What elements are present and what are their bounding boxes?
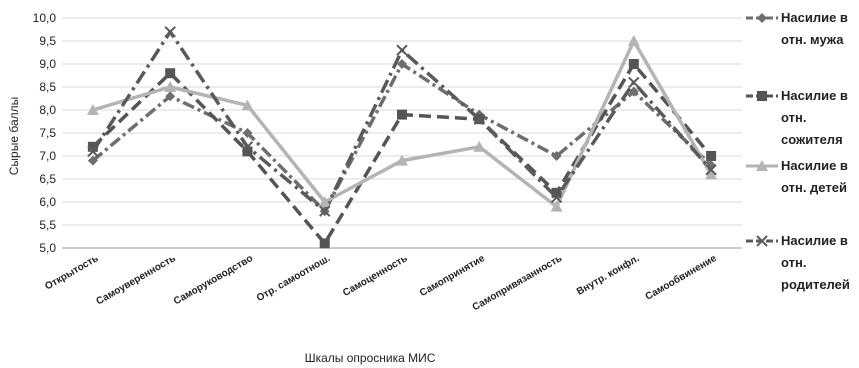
data-point	[550, 200, 563, 212]
data-point	[241, 141, 254, 153]
data-point	[396, 44, 408, 56]
y-tick-label: 7,5	[39, 126, 56, 140]
legend-swatch-marker	[757, 91, 767, 101]
x-tick-label: Отр. самоотнош.	[255, 253, 333, 304]
data-point	[86, 104, 99, 115]
series-line-1	[91, 62, 713, 213]
x-tick-label: Внутр. конфл.	[575, 252, 642, 298]
data-point	[473, 113, 485, 125]
x-tick-label: Саморуководство	[172, 253, 255, 307]
legend-label: Насилие в	[781, 233, 848, 248]
x-tick-label: Самообвинение	[643, 252, 719, 303]
x-tick-label: Самопринятие	[418, 253, 487, 299]
x-tick-label: Самоуверенность	[95, 253, 178, 307]
legend-label: сожителя	[781, 132, 843, 147]
data-point	[627, 35, 640, 46]
y-tick-label: 9,5	[39, 34, 56, 48]
legend-item: Насилие в отн. родителей	[746, 233, 850, 292]
data-point	[242, 128, 253, 138]
data-point	[397, 59, 407, 69]
legend-item: Насилие в отн. детей	[746, 158, 848, 195]
data-point	[550, 191, 563, 204]
y-axis-ticks: 5,0 5,5 6,0 6,5 7,0 7,5 8,0 8,5 9,0 9,5 10,0	[33, 11, 57, 255]
data-point	[242, 146, 253, 157]
data-point	[241, 99, 254, 111]
data-point	[706, 151, 717, 161]
x-axis-ticks: ОткрытостьСамоуверенностьСаморуководство…	[43, 252, 719, 313]
data-point	[87, 155, 98, 166]
legend-label: Насилие в	[781, 10, 848, 25]
data-point	[396, 154, 408, 166]
y-axis-label: Сырые баллы	[7, 97, 21, 176]
x-tick-label: Самоценность	[341, 253, 409, 299]
data-point	[319, 205, 331, 217]
legend-swatch-marker	[757, 13, 767, 23]
series-markers	[86, 26, 718, 249]
x-axis-label: Шкалы опросника МИС	[305, 351, 436, 365]
data-point	[705, 164, 717, 176]
legend-label: отн.	[781, 255, 806, 270]
y-tick-label: 5,5	[39, 218, 56, 232]
data-point	[319, 238, 330, 249]
data-point	[628, 86, 639, 97]
legend-item: Насилие в отн. мужа	[746, 10, 848, 47]
y-tick-label: 8,0	[39, 103, 56, 117]
y-tick-label: 5,0	[39, 241, 56, 255]
data-point	[165, 91, 176, 102]
legend-item: Насилие в отн. сожителя	[746, 88, 848, 147]
data-point	[87, 141, 98, 152]
legend-label: Насилие в	[781, 88, 848, 103]
data-point	[551, 151, 562, 161]
legend-swatch-marker	[756, 160, 768, 171]
data-point	[397, 109, 407, 120]
y-tick-label: 7,0	[39, 149, 56, 163]
legend-label: Насилие в	[781, 158, 848, 173]
y-tick-label: 10,0	[33, 11, 57, 25]
data-point	[628, 59, 639, 69]
data-point	[165, 68, 176, 79]
data-point	[318, 196, 331, 207]
data-point	[473, 140, 486, 152]
y-tick-label: 9,0	[39, 57, 56, 71]
legend-swatch-marker	[756, 235, 768, 247]
legend-label: родителей	[781, 277, 850, 292]
x-tick-label: Открытость	[43, 253, 100, 292]
legend-label: отн. детей	[781, 180, 847, 195]
data-point	[87, 145, 99, 158]
data-point	[628, 76, 640, 89]
legend-label: отн.	[781, 110, 806, 125]
legend-label: отн. мужа	[781, 32, 844, 47]
y-tick-label: 6,0	[39, 195, 56, 209]
y-tick-label: 8,5	[39, 80, 56, 94]
data-point	[705, 168, 718, 180]
series-line-4	[91, 30, 713, 213]
data-point	[551, 187, 562, 198]
y-tick-label: 6,5	[39, 172, 56, 186]
data-point	[164, 81, 177, 92]
data-point	[164, 26, 176, 38]
